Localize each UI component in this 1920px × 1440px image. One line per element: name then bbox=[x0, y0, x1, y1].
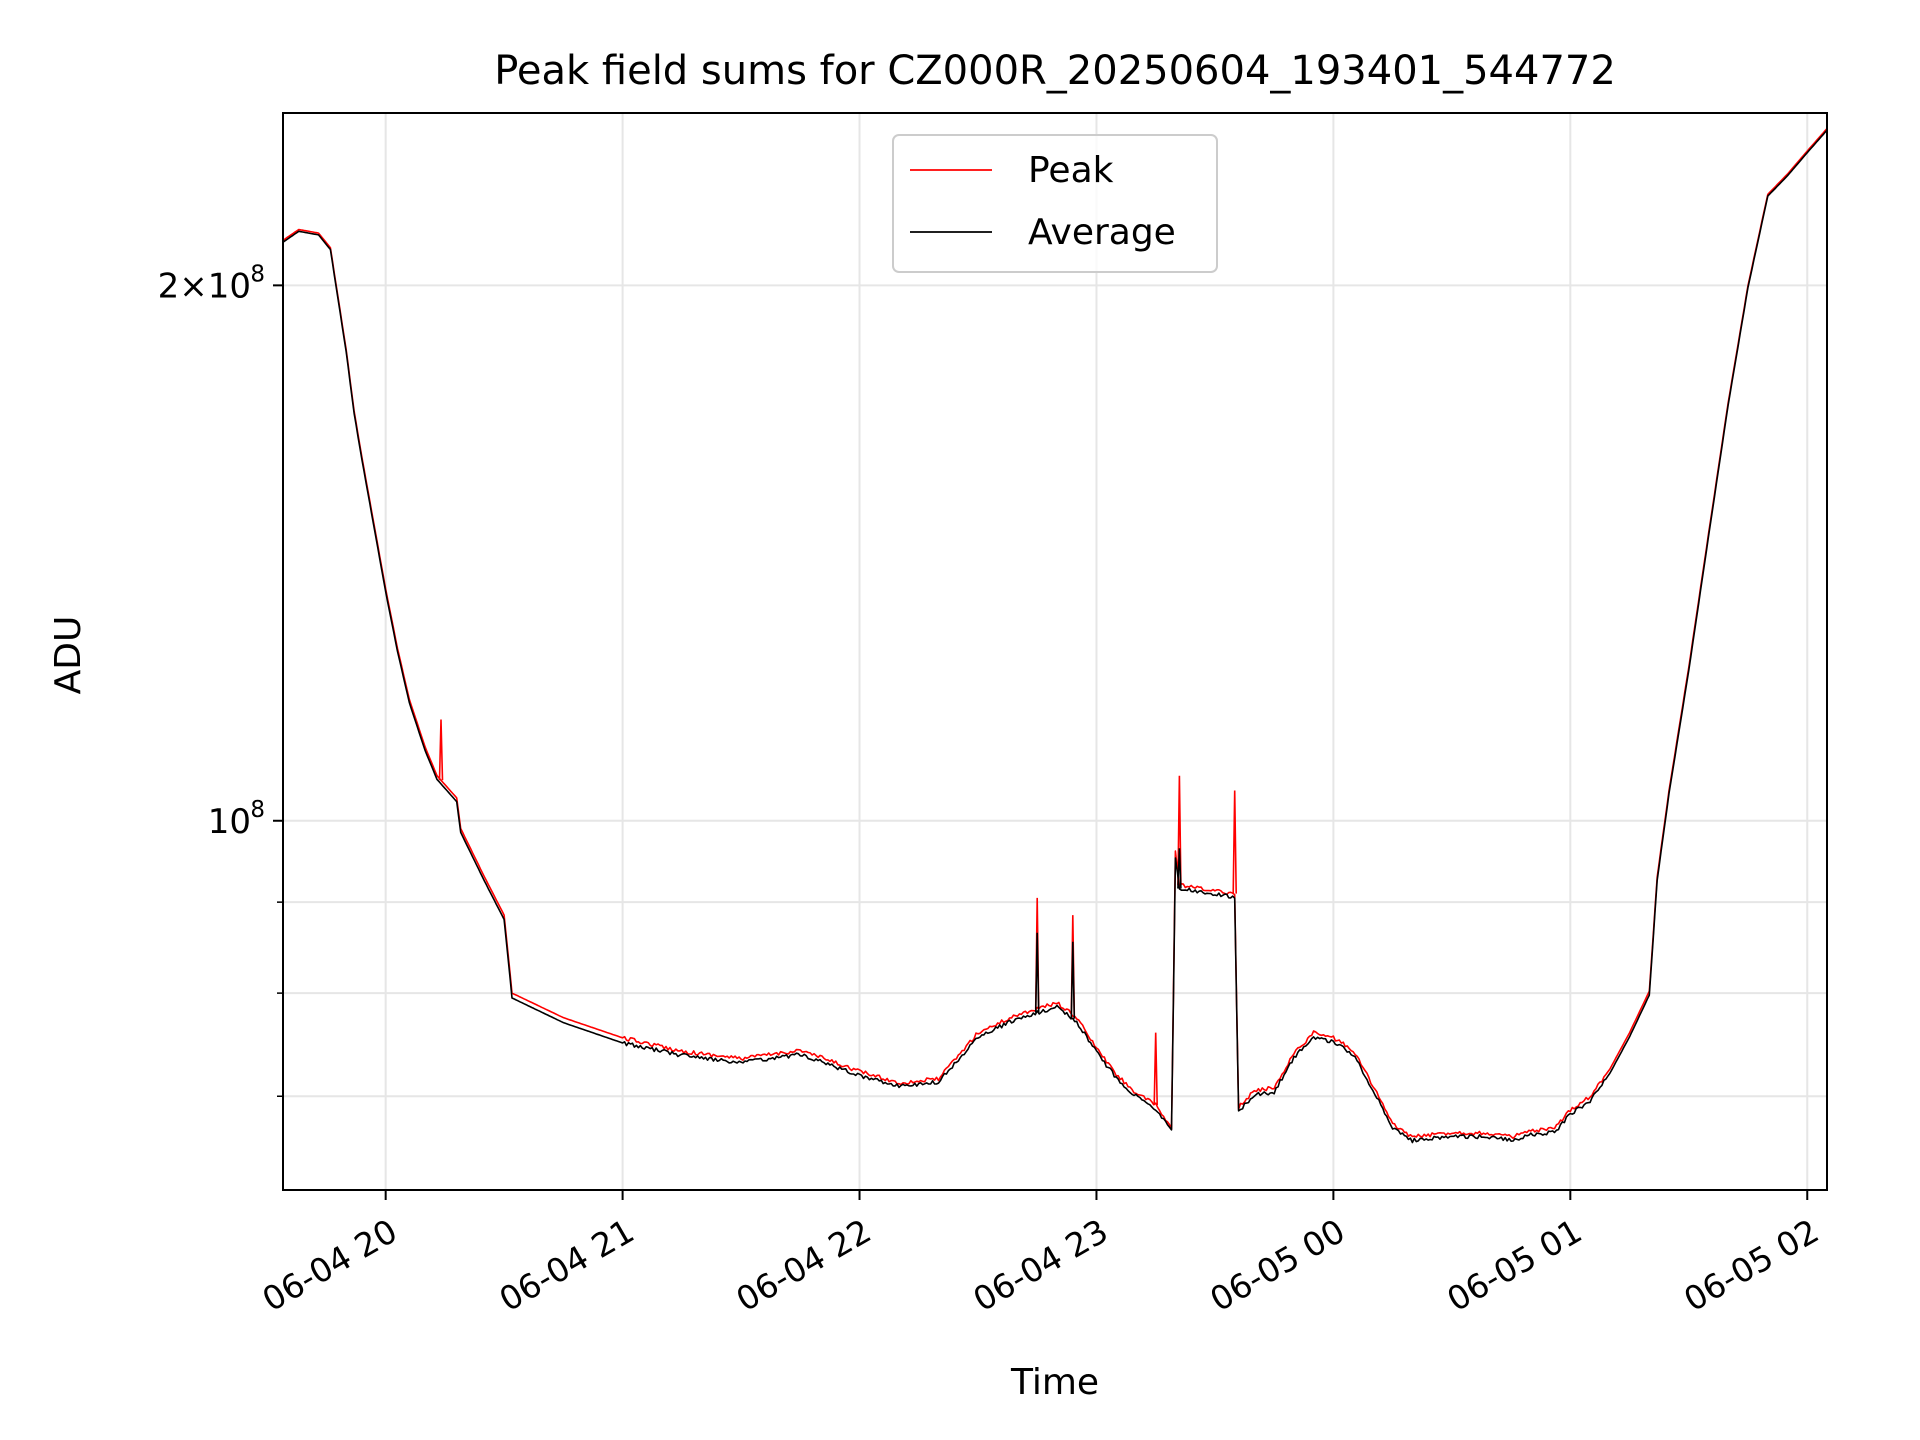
legend-label-peak: Peak bbox=[1028, 150, 1114, 191]
series-spike-peak bbox=[438, 719, 444, 781]
series-spike-average bbox=[1177, 848, 1182, 889]
series-spike-average bbox=[1034, 932, 1040, 1013]
y-tick-label: 2×10 bbox=[158, 266, 251, 306]
grid bbox=[283, 113, 1827, 1190]
y-tick-label: 10 bbox=[208, 802, 251, 842]
series-spike-peak bbox=[1177, 775, 1182, 886]
plot-frame bbox=[282, 112, 1828, 1191]
x-axis-label: Time bbox=[1010, 1362, 1099, 1403]
series-spike-peak bbox=[1232, 790, 1237, 894]
y-tick-exponent: 8 bbox=[250, 261, 265, 287]
y-tick-exponent: 8 bbox=[250, 797, 265, 823]
plot-lines bbox=[282, 128, 1828, 1144]
series-line-average bbox=[282, 129, 1828, 1144]
series-spike-peak bbox=[1153, 1032, 1158, 1106]
y-axis-label: ADU bbox=[48, 616, 89, 695]
legend: Peak Average bbox=[892, 134, 1218, 273]
series-line-peak bbox=[282, 128, 1828, 1140]
series-spike-average bbox=[1070, 941, 1076, 1019]
chart-title: Peak field sums for CZ000R_20250604_1934… bbox=[494, 48, 1616, 94]
legend-label-average: Average bbox=[1028, 212, 1176, 253]
